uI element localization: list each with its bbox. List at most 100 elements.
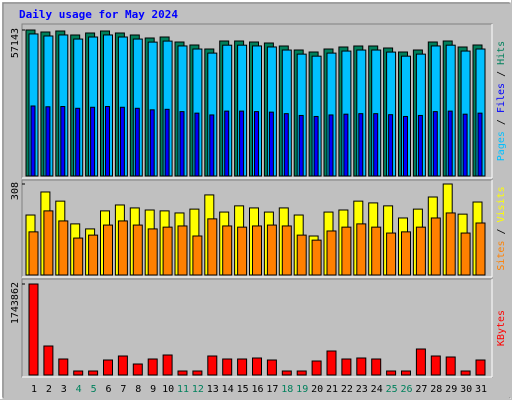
x-tick-label: 10 (162, 384, 174, 395)
bar (222, 225, 233, 276)
legend-entry: Sites (496, 241, 507, 271)
bar (341, 226, 352, 276)
legend-separator: / (496, 222, 507, 240)
legend-entry: Pages (496, 131, 507, 161)
bar (386, 370, 397, 376)
bar (58, 220, 69, 276)
bar (132, 363, 143, 376)
x-tick-label: 12 (192, 384, 204, 395)
bar (403, 115, 408, 177)
bar (75, 107, 81, 177)
legend: KBytes (496, 310, 507, 346)
bar (311, 239, 322, 276)
chart-title: Daily usage for May 2024 (19, 8, 178, 21)
bar (207, 218, 218, 276)
x-tick-label: 31 (475, 384, 487, 395)
bar (266, 224, 277, 276)
bar (73, 370, 84, 376)
bar (252, 225, 262, 276)
legend-entry: Visits (496, 186, 507, 222)
bar (103, 359, 113, 376)
bar (28, 231, 39, 276)
bar (149, 109, 155, 177)
bar (460, 232, 471, 276)
legend-entry: Files (496, 83, 507, 113)
bar (298, 114, 304, 177)
legend: Pages / Files / Hits (496, 41, 507, 161)
x-tick-label: 3 (61, 384, 67, 395)
x-tick-label: 24 (371, 384, 383, 395)
x-tick-label: 13 (207, 384, 219, 395)
bar (88, 234, 99, 276)
x-tick-label: 20 (311, 384, 323, 395)
bar (417, 114, 423, 177)
x-tick-label: 6 (105, 384, 111, 395)
bar (192, 370, 203, 376)
bar (58, 358, 69, 376)
bar (252, 357, 262, 376)
x-tick-label: 8 (135, 384, 141, 395)
bar (358, 113, 364, 177)
bar (296, 234, 307, 276)
x-tick-label: 19 (296, 384, 308, 395)
x-tick-label: 11 (177, 384, 189, 395)
bar (28, 283, 39, 376)
bar (430, 355, 441, 376)
y-tick-label: 308 (10, 182, 21, 200)
bar (388, 114, 394, 177)
bar (341, 358, 352, 376)
bar (371, 226, 382, 276)
bar (432, 111, 438, 177)
legend-entry: Hits (496, 41, 507, 65)
bar (60, 106, 66, 177)
bar (30, 105, 36, 177)
y-tick-label: 1743862 (10, 282, 21, 324)
x-tick-label: 25 (386, 384, 398, 395)
bar (415, 348, 426, 376)
bar (239, 110, 245, 177)
x-tick-label: 1 (31, 384, 37, 395)
bar (475, 359, 486, 376)
bar (192, 235, 203, 276)
legend-entry: KBytes (496, 310, 507, 346)
bar (445, 356, 456, 376)
bar (237, 226, 248, 276)
bar (164, 108, 170, 177)
x-tick-label: 28 (430, 384, 442, 395)
bar (179, 111, 185, 177)
bar (119, 106, 125, 177)
bar (281, 225, 292, 276)
bar (209, 114, 215, 177)
bar (296, 370, 307, 376)
bar (73, 237, 84, 276)
x-tick-label: 26 (400, 384, 412, 395)
bar (132, 224, 143, 276)
bar (43, 210, 54, 276)
y-tick-label: 57143 (10, 28, 21, 58)
bar (477, 112, 483, 177)
bar (460, 370, 471, 376)
x-tick-label: 22 (341, 384, 353, 395)
legend-separator: / (496, 113, 507, 131)
bar (117, 355, 128, 376)
bar (326, 230, 337, 276)
bar (462, 113, 468, 177)
bar (147, 228, 158, 276)
bar (356, 223, 367, 276)
x-tick-label: 27 (415, 384, 427, 395)
bar (43, 345, 54, 376)
x-tick-label: 2 (46, 384, 52, 395)
x-tick-label: 4 (76, 384, 82, 395)
bar (283, 113, 289, 177)
bar (237, 358, 248, 376)
x-tick-label: 29 (445, 384, 457, 395)
bar (447, 110, 453, 177)
bar (343, 113, 349, 177)
bar (162, 226, 173, 276)
x-tick-label: 5 (91, 384, 97, 395)
bar (415, 226, 426, 276)
legend: Sites / Visits (496, 186, 507, 270)
bar (134, 107, 140, 177)
